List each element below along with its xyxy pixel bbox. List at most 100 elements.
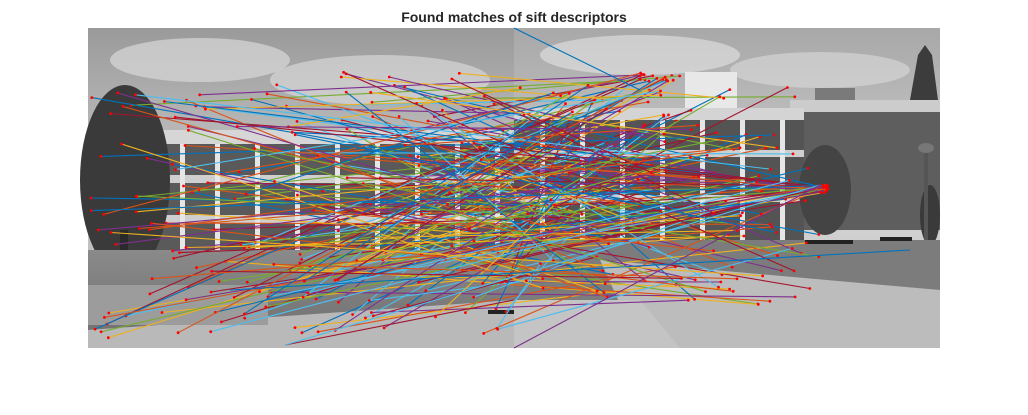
keypoint-marker xyxy=(450,77,454,81)
keypoint-marker xyxy=(135,194,138,198)
keypoint-marker xyxy=(163,100,166,103)
keypoint-marker xyxy=(337,300,340,304)
keypoint-marker xyxy=(99,330,103,334)
keypoint-marker xyxy=(686,298,690,302)
keypoint-marker xyxy=(367,299,371,302)
keypoint-marker xyxy=(580,212,584,216)
keypoint-marker xyxy=(738,146,742,150)
match-line xyxy=(421,184,827,215)
keypoint-marker xyxy=(293,326,297,329)
keypoint-marker xyxy=(345,127,349,131)
keypoint-marker xyxy=(339,75,343,79)
keypoint-marker xyxy=(817,233,821,236)
keypoint-marker xyxy=(775,146,779,150)
keypoint-marker xyxy=(756,303,760,306)
keypoint-marker xyxy=(90,96,94,99)
keypoint-marker xyxy=(586,84,590,87)
match-line xyxy=(185,235,744,249)
keypoint-marker xyxy=(408,154,412,158)
keypoint-marker xyxy=(106,336,110,340)
match-line xyxy=(94,79,667,330)
match-line xyxy=(136,195,528,215)
keypoint-marker xyxy=(786,86,789,89)
keypoint-marker xyxy=(302,279,306,283)
keypoint-marker xyxy=(731,289,735,293)
keypoint-marker xyxy=(780,269,783,273)
keypoint-marker xyxy=(541,286,545,290)
match-line xyxy=(98,177,694,231)
match-line xyxy=(304,111,573,282)
keypoint-marker xyxy=(120,142,123,146)
match-line xyxy=(188,129,706,293)
keypoint-marker xyxy=(482,94,486,98)
keypoint-marker xyxy=(724,199,728,203)
keypoint-marker xyxy=(89,196,93,200)
keypoint-marker xyxy=(148,228,151,232)
keypoint-marker xyxy=(663,140,667,144)
keypoint-marker xyxy=(109,112,112,115)
keypoint-marker xyxy=(760,190,764,193)
keypoint-marker xyxy=(312,208,316,212)
match-line xyxy=(175,116,824,188)
keypoint-marker xyxy=(689,155,692,159)
keypoint-marker xyxy=(145,156,149,160)
keypoint-marker xyxy=(549,198,553,202)
keypoint-marker xyxy=(643,123,646,126)
match-line xyxy=(337,108,607,281)
match-line xyxy=(122,105,609,245)
match-line xyxy=(248,80,667,248)
keypoint-marker xyxy=(479,158,483,162)
match-line xyxy=(481,159,827,191)
keypoint-marker xyxy=(662,132,666,136)
keypoint-marker xyxy=(371,115,375,118)
keypoint-marker xyxy=(735,277,739,281)
keypoint-marker xyxy=(417,280,421,284)
keypoint-marker xyxy=(209,330,213,334)
keypoint-marker xyxy=(768,167,772,171)
keypoint-marker xyxy=(792,269,796,273)
keypoint-marker xyxy=(171,249,175,253)
match-line xyxy=(372,229,738,238)
keypoint-marker xyxy=(667,113,670,117)
match-line xyxy=(435,204,555,318)
keypoint-marker xyxy=(184,246,188,249)
keypoint-marker xyxy=(273,180,276,183)
match-line xyxy=(361,191,825,216)
keypoint-marker xyxy=(298,252,302,256)
keypoint-marker xyxy=(817,255,821,259)
match-line xyxy=(210,179,790,333)
keypoint-marker xyxy=(689,108,693,112)
keypoint-marker xyxy=(742,234,746,238)
keypoint-marker xyxy=(232,296,236,299)
match-line xyxy=(469,124,645,230)
keypoint-marker xyxy=(659,89,662,93)
keypoint-marker xyxy=(539,262,542,265)
keypoint-marker xyxy=(275,83,279,87)
match-line xyxy=(135,94,771,170)
keypoint-marker xyxy=(464,311,467,314)
keypoint-marker xyxy=(426,119,430,123)
match-line xyxy=(421,186,824,255)
keypoint-marker xyxy=(243,246,246,250)
keypoint-marker xyxy=(243,312,246,316)
match-line xyxy=(151,222,734,292)
keypoint-marker xyxy=(351,313,354,316)
match-line xyxy=(500,283,770,302)
keypoint-marker xyxy=(776,254,779,257)
keypoint-marker xyxy=(495,327,499,330)
match-line xyxy=(479,92,570,148)
keypoint-marker xyxy=(371,314,375,318)
match-line xyxy=(497,247,793,330)
keypoint-marker xyxy=(593,98,596,102)
keypoint-marker xyxy=(690,128,693,132)
match-line xyxy=(149,147,741,231)
keypoint-marker xyxy=(178,251,181,255)
keypoint-marker xyxy=(314,297,318,301)
keypoint-marker xyxy=(198,93,202,97)
keypoint-marker xyxy=(761,274,765,278)
match-line xyxy=(341,76,622,102)
keypoint-marker xyxy=(651,74,655,78)
keypoint-marker xyxy=(719,280,723,284)
keypoint-marker xyxy=(148,292,152,296)
match-line xyxy=(473,142,821,188)
